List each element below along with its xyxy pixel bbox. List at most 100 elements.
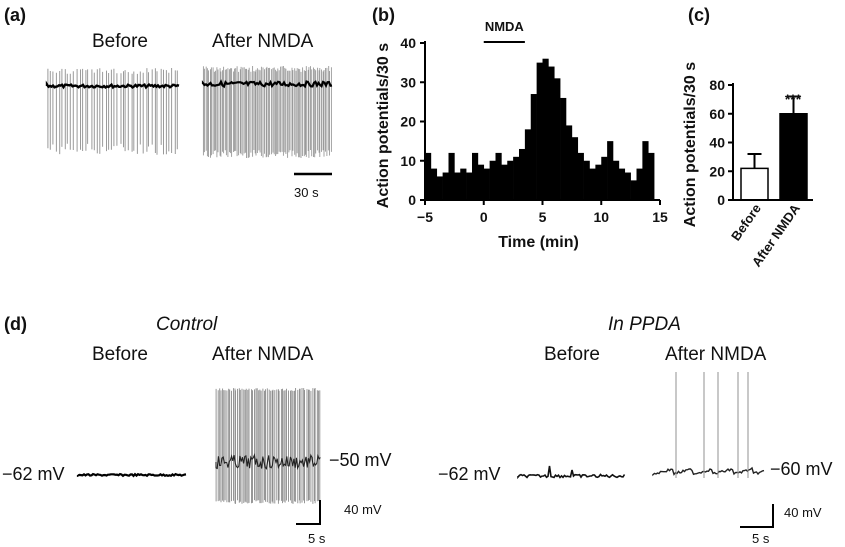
histogram-bar (613, 160, 620, 200)
histogram-bar (442, 172, 449, 200)
histogram-bar (589, 168, 596, 200)
histogram-bar (495, 152, 502, 200)
panel-a-after-label: After NMDA (212, 31, 314, 52)
histogram-bar (642, 141, 649, 200)
y-tick-label: 20 (400, 114, 416, 130)
histogram-bar (583, 160, 590, 200)
y-tick-label: 20 (709, 163, 725, 179)
x-axis-label: Time (min) (498, 234, 579, 251)
baseline-line (201, 79, 333, 89)
y-tick-label: 0 (717, 192, 725, 208)
y-tick-label: 80 (709, 77, 725, 93)
histogram-bar (513, 156, 520, 200)
histogram-bar (477, 164, 485, 200)
baseline-line (517, 465, 626, 480)
histogram-bar (548, 66, 555, 200)
control-voltage-scale-label: 40 mV (344, 502, 382, 517)
ppda-before-trace (517, 465, 626, 480)
histogram-bar (536, 62, 543, 200)
control-after-trace (215, 388, 321, 504)
histogram-bar (618, 168, 626, 200)
x-tick-label: 5 (539, 209, 547, 225)
ppda-voltage-scale-label: 40 mV (784, 505, 822, 520)
histogram-bar (648, 152, 655, 200)
histogram-bar (554, 78, 561, 200)
histogram-bar (483, 168, 490, 200)
histogram-bar (595, 164, 602, 200)
nmda-annotation: NMDA (485, 19, 525, 34)
histogram-bar (566, 125, 573, 200)
histogram-bar (430, 168, 438, 200)
ppda-after-potential-label: −60 mV (770, 459, 833, 479)
y-tick-label: 0 (408, 192, 416, 208)
histogram-bar (630, 180, 637, 200)
bar-before (740, 167, 769, 201)
histogram-bar (472, 152, 479, 200)
histogram-bar (524, 129, 532, 200)
ppda-after-trace (652, 372, 765, 478)
category-label: Before (728, 201, 764, 243)
x-tick-label: 15 (652, 209, 668, 225)
histogram-bar (577, 152, 584, 200)
histogram-bar (530, 94, 537, 200)
ppda-scale-bar (740, 504, 774, 528)
control-resting-potential-label: −62 mV (2, 464, 65, 484)
histogram-bar (607, 141, 614, 200)
panel-d-control-title: Control (156, 314, 218, 335)
y-tick-label: 30 (400, 74, 416, 90)
y-axis-label: Action potentials/30 s (375, 43, 392, 208)
y-tick-label: 10 (400, 153, 416, 169)
histogram-bar (542, 58, 549, 201)
panel-d-ppda-after-label: After NMDA (665, 344, 767, 365)
spike-lines (202, 66, 332, 158)
bar-after-nmda (779, 113, 808, 201)
histogram-bar (489, 160, 496, 200)
panel-d-ppda-before-label: Before (544, 344, 600, 365)
spike-lines (215, 388, 321, 504)
histogram-bar (571, 137, 579, 200)
histogram-bar (601, 156, 608, 200)
baseline-line (652, 466, 765, 477)
baseline-line (45, 80, 180, 90)
panel-b-label: (b) (372, 5, 395, 25)
spike-lines (47, 68, 178, 155)
panel-a-before-trace (45, 68, 180, 155)
panel-d-control-before-label: Before (92, 344, 148, 365)
histogram-bar (466, 172, 473, 200)
panel-d-control-after-label: After NMDA (212, 344, 314, 365)
histogram-bar (436, 176, 443, 200)
histogram-bar (519, 148, 526, 200)
ppda-resting-potential-label: −62 mV (438, 464, 501, 484)
histogram-bar (425, 152, 432, 200)
baseline-line (76, 472, 187, 478)
panel-d-ppda-title: In PPDA (608, 314, 681, 335)
significance-stars: *** (785, 91, 802, 107)
y-tick-label: 40 (709, 135, 725, 151)
panel-a-time-scale-label: 30 s (294, 185, 319, 200)
control-scale-bar (296, 500, 321, 525)
control-time-scale-label: 5 s (308, 531, 326, 546)
control-after-potential-label: −50 mV (329, 450, 392, 470)
panel-d-label: (d) (4, 314, 27, 334)
histogram-bar (460, 168, 467, 200)
x-tick-label: 0 (480, 209, 488, 225)
y-tick-label: 60 (709, 106, 725, 122)
histogram-bar (636, 168, 643, 200)
histogram-bar (448, 152, 455, 200)
y-axis-label: Action potentials/30 s (682, 62, 699, 227)
histogram-bar (507, 160, 514, 200)
x-tick-label: 10 (593, 209, 609, 225)
y-tick-label: 40 (400, 35, 416, 51)
histogram-bar (624, 172, 631, 200)
panel-c-label: (c) (688, 5, 710, 25)
panel-a-after-trace (201, 66, 333, 158)
ppda-time-scale-label: 5 s (752, 531, 770, 546)
baseline-line (215, 453, 321, 470)
histogram-bar (501, 164, 508, 200)
panel-a-label: (a) (4, 5, 26, 25)
control-before-trace (76, 472, 187, 478)
panel-a-before-label: Before (92, 31, 148, 52)
